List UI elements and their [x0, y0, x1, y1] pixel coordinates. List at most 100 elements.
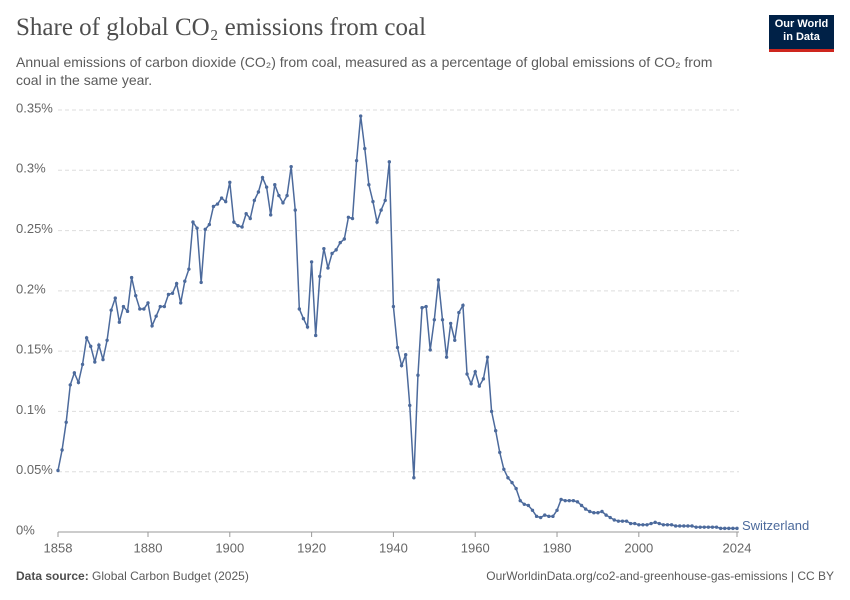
point — [129, 275, 134, 280]
point — [297, 307, 302, 311]
point — [56, 468, 60, 473]
x-tick-label: 1920 — [297, 540, 326, 555]
point — [579, 503, 584, 508]
point — [534, 514, 539, 519]
point — [678, 524, 682, 528]
point — [236, 224, 240, 228]
point — [710, 525, 715, 529]
credit[interactable]: OurWorldinData.org/co2-and-greenhouse-ga… — [486, 569, 834, 583]
y-tick-label: 0.2% — [16, 281, 46, 296]
x-tick-label: 1960 — [461, 540, 490, 555]
point — [653, 520, 657, 525]
point — [109, 308, 113, 312]
point — [338, 240, 342, 245]
point — [387, 160, 392, 164]
point — [698, 525, 702, 529]
point — [93, 360, 97, 364]
point — [195, 226, 199, 230]
y-tick-label: 0.1% — [16, 402, 46, 417]
point — [363, 146, 367, 151]
point — [502, 467, 506, 472]
point — [735, 526, 739, 531]
point — [612, 518, 616, 522]
point — [322, 246, 326, 251]
point — [588, 509, 592, 514]
point — [600, 509, 604, 514]
point — [264, 185, 269, 189]
point — [305, 325, 310, 329]
logo-line: in Data — [783, 31, 820, 43]
point — [592, 511, 596, 515]
point — [354, 158, 359, 163]
y-tick-label: 0.3% — [16, 161, 46, 176]
point — [293, 208, 297, 212]
point — [498, 450, 502, 455]
chart-subtitle: Annual emissions of carbon dioxide (CO₂)… — [16, 54, 713, 88]
source-text: Global Carbon Budget (2025) — [92, 569, 249, 583]
y-tick-label: 0.35% — [16, 100, 53, 115]
source-label: Data source: — [16, 569, 89, 583]
point — [203, 227, 207, 232]
point — [530, 508, 535, 512]
point — [383, 198, 387, 203]
x-tick-label: 1880 — [134, 540, 163, 555]
point — [424, 304, 428, 309]
logo[interactable]: Our World in Data — [769, 15, 834, 52]
point — [134, 293, 138, 298]
point — [567, 498, 571, 503]
point — [215, 202, 220, 206]
y-tick-label: 0.15% — [16, 342, 53, 357]
point — [379, 208, 383, 212]
point — [121, 304, 126, 309]
point — [166, 292, 171, 297]
point — [232, 220, 236, 224]
point — [510, 480, 514, 485]
point — [89, 344, 93, 349]
point — [571, 498, 576, 503]
point — [723, 526, 727, 531]
point — [727, 526, 731, 531]
x-tick-label: 2024 — [723, 540, 752, 555]
point — [403, 353, 408, 357]
point — [64, 420, 68, 424]
point — [661, 523, 666, 527]
point — [706, 525, 711, 529]
point — [248, 216, 252, 221]
point — [170, 291, 175, 295]
point — [555, 508, 559, 512]
point — [399, 363, 404, 368]
point — [260, 175, 265, 180]
point — [273, 183, 277, 187]
y-tick-label: 0% — [16, 522, 35, 537]
point — [375, 220, 379, 224]
point — [125, 309, 130, 314]
point — [461, 303, 465, 308]
point — [633, 521, 637, 526]
point — [318, 274, 322, 279]
point — [313, 333, 318, 338]
source: Data source: Global Carbon Budget (2025) — [16, 569, 249, 583]
point — [224, 199, 228, 204]
point — [608, 515, 612, 520]
point — [657, 521, 661, 526]
point — [669, 523, 674, 527]
point — [457, 310, 461, 315]
point — [416, 373, 420, 377]
point — [649, 521, 653, 526]
point — [289, 164, 293, 169]
point — [281, 201, 285, 205]
point — [60, 448, 64, 452]
point — [448, 321, 453, 326]
point — [162, 304, 167, 309]
point — [604, 513, 608, 517]
point — [76, 380, 81, 385]
point — [211, 204, 216, 209]
point — [596, 511, 600, 515]
point — [551, 514, 555, 519]
point — [477, 384, 482, 388]
point — [285, 193, 289, 198]
point — [620, 519, 625, 523]
point — [493, 429, 498, 433]
point — [718, 526, 723, 531]
